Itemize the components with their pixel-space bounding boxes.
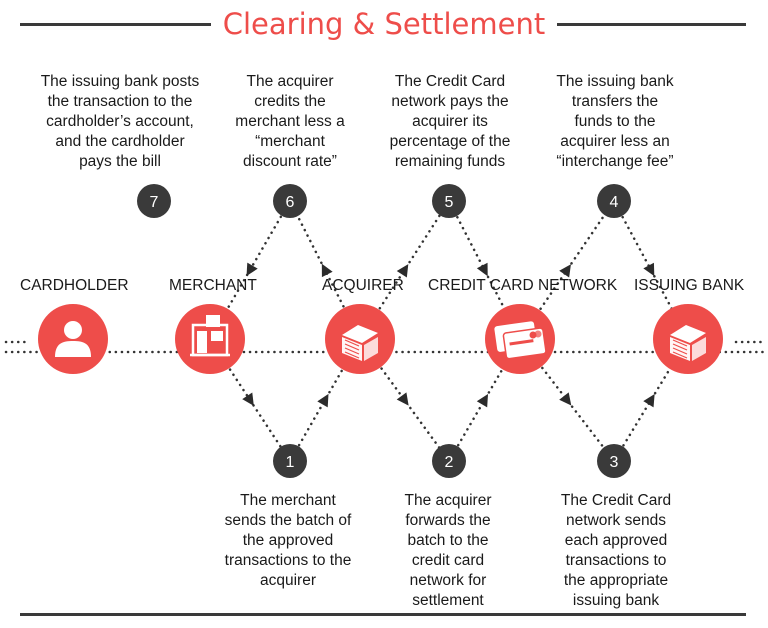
entity-label-network: CREDIT CARD NETWORK (428, 277, 618, 294)
bank-floor-line (672, 339, 688, 347)
arrow-acquirer-to-step6-head (321, 263, 333, 278)
bank-left-wall (342, 337, 362, 361)
step-4-description: The issuing bank transfers the funds to th… (556, 73, 674, 170)
arrow-step4-to-issuing-head (643, 262, 655, 277)
step-badge-1 (273, 444, 307, 478)
step-number-3: 3 (610, 454, 619, 471)
step-badge-2 (432, 444, 466, 478)
arrow-step1-to-acquirer-head (317, 393, 329, 408)
bank-floor-line (344, 343, 360, 351)
arrow-step3-to-issuing-line (612, 337, 690, 463)
bank-roof (670, 325, 706, 343)
step-badge-7 (137, 184, 171, 218)
card-logo-right (534, 330, 542, 338)
arrow-acquirer-to-step2-head (396, 392, 409, 406)
store-window (211, 331, 223, 341)
bank-building-icon (342, 325, 378, 361)
arrow-step6-to-merchant-head (246, 262, 258, 277)
arrow-step3-to-issuing-head (643, 394, 655, 408)
step-6-description: The acquirer credits the merchant less a “m… (235, 73, 345, 170)
step-number-1: 1 (286, 454, 295, 471)
step-number-7: 7 (150, 194, 159, 211)
node-circle-merchant (175, 304, 245, 374)
step-number-5: 5 (445, 194, 454, 211)
step-number-6: 6 (286, 194, 295, 211)
arrow-network-to-step3-head (559, 392, 572, 406)
step-2-description: The acquirer forwards the batch to the cred… (404, 492, 492, 609)
card-number-strip (509, 339, 534, 346)
top-rule-right (528, 23, 746, 26)
entity-label-cardholder: CARDHOLDER (20, 277, 129, 294)
step-badge-3 (597, 444, 631, 478)
bank-right-wall (692, 337, 706, 361)
step-number-4: 4 (610, 194, 619, 211)
arrow-acquirer-to-step5-head (396, 264, 409, 278)
step-7-description: The issuing bank posts the transaction to… (40, 73, 200, 170)
step-badge-4 (597, 184, 631, 218)
step-number-2: 2 (445, 454, 454, 471)
person-body (55, 341, 91, 357)
arrow-network-to-step4-line (518, 199, 616, 341)
person-icon (55, 321, 91, 357)
credit-card-icon (494, 321, 547, 360)
arrow-network-to-step4-head (559, 264, 571, 278)
bank-floor-line (344, 347, 360, 355)
step-badge-6 (273, 184, 307, 218)
step-1-description: The merchant sends the batch of the approv… (224, 492, 352, 589)
arrow-step2-to-network-line (447, 337, 522, 463)
bank-floor-line (672, 347, 688, 355)
arrow-merchant-to-step1-head (242, 392, 254, 406)
entity-label-acquirer: ACQUIRER (322, 277, 404, 294)
bottom-rule (20, 613, 746, 616)
entity-label-merchant: MERCHANT (169, 277, 257, 294)
store-door (197, 331, 207, 353)
bank-floor-line (672, 351, 688, 359)
arrow-step2-to-network-head (476, 393, 489, 408)
bank-left-wall (670, 337, 690, 361)
step-badge-5 (432, 184, 466, 218)
bank-floor-line (344, 339, 360, 347)
bank-building-icon (670, 325, 706, 361)
person-head (64, 321, 82, 339)
arrow-step5-to-network-head (476, 262, 488, 277)
bank-floor-line (672, 343, 688, 351)
arrow-acquirer-to-step6-line (288, 199, 362, 341)
page-title: Clearing & Settlement (0, 6, 768, 42)
entity-label-issuing-bank: ISSUING BANK (634, 277, 745, 294)
top-rule-left (20, 23, 228, 26)
bank-roof (342, 325, 378, 343)
step-5-description: The Credit Card network pays the acquirer … (389, 73, 511, 170)
store-sign (206, 315, 220, 327)
step-3-description: The Credit Card network sends each approve… (560, 492, 672, 609)
bank-floor-line (344, 351, 360, 359)
storefront-icon (190, 315, 230, 357)
bank-right-wall (364, 337, 378, 361)
